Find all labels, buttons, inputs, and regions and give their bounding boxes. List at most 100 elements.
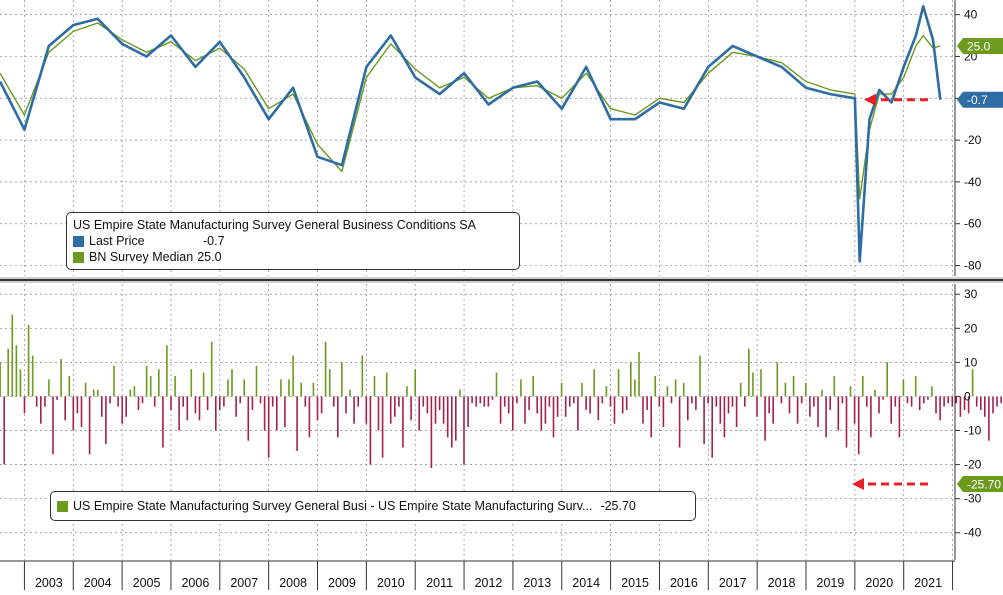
bar — [809, 396, 811, 417]
bar — [231, 369, 233, 397]
bar — [223, 396, 225, 407]
last-tag-diff: -25.70 — [957, 476, 1003, 493]
bar — [630, 362, 632, 397]
bar — [174, 376, 176, 397]
legend-swatch-diff — [57, 500, 68, 512]
bar — [137, 396, 140, 410]
bar — [951, 396, 954, 407]
bar — [11, 314, 14, 397]
bar — [125, 396, 127, 417]
x-tick-label: 2011 — [426, 576, 453, 590]
bar — [658, 396, 661, 407]
bar — [19, 369, 22, 397]
bar — [813, 396, 815, 407]
bar — [247, 396, 250, 441]
bar — [361, 355, 364, 397]
bar — [455, 396, 457, 441]
bar — [874, 389, 876, 397]
bar — [27, 324, 30, 397]
bar — [40, 396, 42, 424]
bar — [312, 382, 315, 397]
bar — [857, 396, 860, 455]
bar — [613, 396, 616, 424]
bar — [800, 396, 803, 404]
bar — [609, 396, 612, 407]
arrow-top — [864, 93, 928, 106]
bar — [996, 396, 998, 407]
legend-entry-last-price: Last Price -0.7 — [73, 233, 513, 249]
bar — [939, 396, 941, 421]
bar — [194, 396, 197, 414]
bar — [902, 379, 905, 397]
bar — [418, 396, 420, 431]
bar — [821, 389, 823, 397]
bar — [906, 396, 909, 404]
bar — [263, 396, 266, 431]
bar — [918, 396, 921, 410]
bar — [975, 396, 978, 407]
bar — [943, 396, 945, 407]
bar — [251, 396, 254, 410]
last-tag-last-price-text: -0.7 — [967, 93, 988, 107]
bar — [536, 396, 538, 414]
bar — [528, 396, 530, 410]
bar — [829, 396, 831, 410]
bar — [426, 396, 429, 414]
bar — [878, 396, 880, 414]
bar — [333, 396, 335, 407]
bar — [507, 396, 510, 414]
bottom-legend: US Empire State Manufacturing Survey Gen… — [50, 491, 696, 521]
bar — [198, 396, 201, 421]
bar — [601, 396, 604, 404]
bar — [133, 386, 136, 397]
x-tick-label: 2021 — [914, 576, 942, 590]
bar — [479, 396, 482, 404]
bar — [495, 372, 498, 397]
x-tick-label: 2018 — [768, 576, 796, 590]
bar — [475, 396, 477, 407]
bar — [666, 386, 669, 397]
bar — [300, 382, 302, 397]
bar — [56, 396, 58, 400]
bottom-ytick-label: -40 — [964, 526, 982, 540]
bar — [707, 396, 709, 404]
bar — [731, 396, 734, 407]
bar — [735, 396, 738, 428]
bar — [109, 396, 111, 404]
bar — [190, 369, 193, 397]
bar — [780, 396, 783, 404]
bar — [178, 396, 180, 431]
bar — [467, 396, 469, 428]
top-ytick-label: 40 — [964, 8, 978, 22]
bar — [463, 396, 465, 465]
legend-swatch-last-price — [73, 235, 84, 247]
bar — [955, 396, 958, 404]
bar — [577, 396, 579, 431]
bar — [255, 365, 258, 397]
bar — [764, 396, 766, 441]
bar — [638, 352, 640, 397]
bar — [398, 396, 400, 407]
legend-value-diff: -25.70 — [600, 499, 636, 513]
bar — [0, 362, 1, 397]
bar — [984, 396, 986, 417]
bar — [744, 396, 746, 407]
bar — [316, 396, 319, 421]
bar — [365, 396, 368, 424]
bar — [64, 396, 66, 421]
x-tick-label: 2009 — [328, 576, 356, 590]
bar — [60, 359, 62, 397]
arrow-bottom — [852, 478, 928, 491]
bar — [569, 396, 571, 407]
bar — [573, 396, 575, 404]
bar — [499, 396, 502, 424]
bar — [564, 396, 567, 417]
bar — [389, 396, 392, 424]
top-legend-title: US Empire State Manufacturing Survey Gen… — [73, 218, 476, 232]
bar — [772, 396, 774, 424]
x-tick-label: 2012 — [475, 576, 503, 590]
bar — [621, 396, 624, 414]
bar — [516, 396, 518, 404]
bar — [646, 396, 648, 410]
bar — [414, 369, 416, 397]
